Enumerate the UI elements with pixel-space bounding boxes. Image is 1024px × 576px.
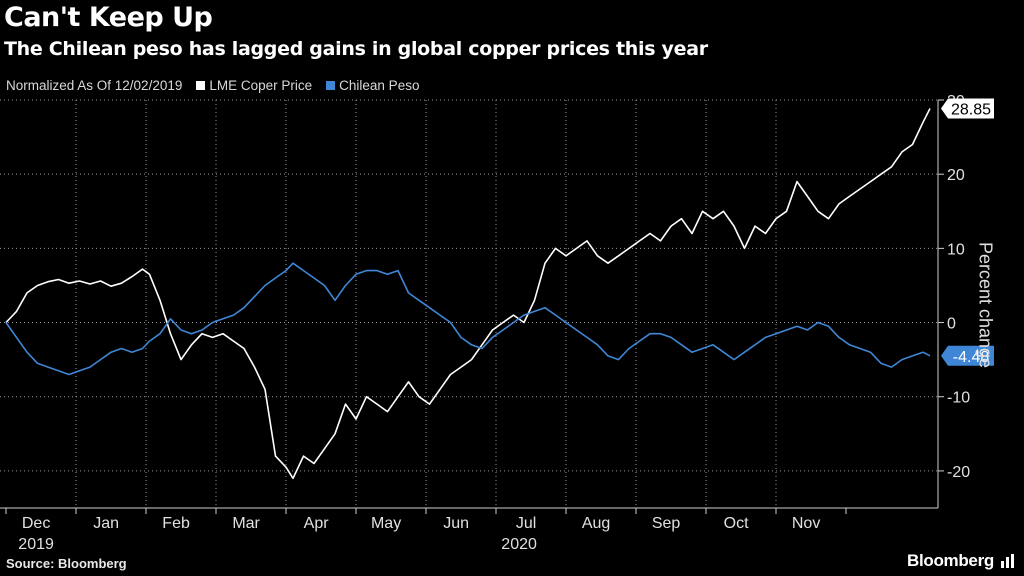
chart-title: Can't Keep Up bbox=[4, 2, 213, 33]
y-tick-label: 10 bbox=[947, 241, 965, 258]
x-tick-label: Nov bbox=[792, 515, 820, 532]
series-line-0 bbox=[5, 108, 931, 480]
x-tick-label: Mar bbox=[232, 515, 260, 532]
x-tick-label: Jan bbox=[93, 515, 119, 532]
source-note: Source: Bloomberg bbox=[6, 556, 127, 571]
end-label-box-0 bbox=[941, 98, 994, 119]
end-label-value-0: 28.85 bbox=[951, 102, 991, 119]
axes bbox=[0, 100, 939, 509]
y-axis-label: Percent change bbox=[975, 241, 996, 369]
series-line-1 bbox=[5, 262, 931, 376]
y-tick-label: -10 bbox=[947, 390, 970, 407]
x-tick-label: Jun bbox=[443, 515, 469, 532]
x-tick-label: Aug bbox=[582, 515, 610, 532]
legend-label-peso: Chilean Peso bbox=[339, 78, 420, 93]
series-lines bbox=[5, 108, 931, 480]
legend-label-copper: LME Coper Price bbox=[209, 78, 313, 93]
x-tick-label: May bbox=[371, 515, 401, 532]
brand-logo: Bloomberg bbox=[906, 551, 994, 570]
end-label-value-1: -4.48 bbox=[953, 349, 990, 366]
end-label-box-1 bbox=[941, 345, 994, 366]
x-tick-label: Feb bbox=[162, 515, 190, 532]
x-tick-label: Oct bbox=[724, 515, 749, 532]
x-tick-label: Apr bbox=[304, 515, 330, 532]
x-year-label: 2019 bbox=[18, 536, 54, 553]
y-tick-label: 0 bbox=[947, 316, 956, 333]
end-value-labels: 28.85 -4.48 bbox=[941, 98, 994, 366]
y-tick-label: 20 bbox=[947, 167, 965, 184]
x-tick-label: Jul bbox=[516, 515, 536, 532]
x-year-label: 2020 bbox=[501, 536, 537, 553]
x-axis-ticks: Dec Jan Feb Mar Apr May Jun Jul Aug Sep Oct Nov 2019… bbox=[5, 508, 847, 553]
x-tick-label: Sep bbox=[652, 515, 681, 532]
legend-swatch-copper bbox=[196, 81, 206, 90]
chart-subtitle: The Chilean peso has lagged gains in glo… bbox=[4, 38, 708, 60]
bar-chart-icon bbox=[1001, 554, 1014, 568]
x-tick-label: Dec bbox=[22, 515, 50, 532]
y-axis-ticks: -20-100102030 bbox=[938, 93, 970, 481]
legend-note: Normalized As Of 12/02/2019 bbox=[6, 78, 183, 93]
y-tick-label: -20 bbox=[947, 464, 970, 481]
legend-swatch-peso bbox=[326, 81, 336, 90]
gridlines bbox=[0, 99, 938, 508]
legend: Normalized As Of 12/02/2019 LME Coper Pr… bbox=[6, 78, 419, 93]
